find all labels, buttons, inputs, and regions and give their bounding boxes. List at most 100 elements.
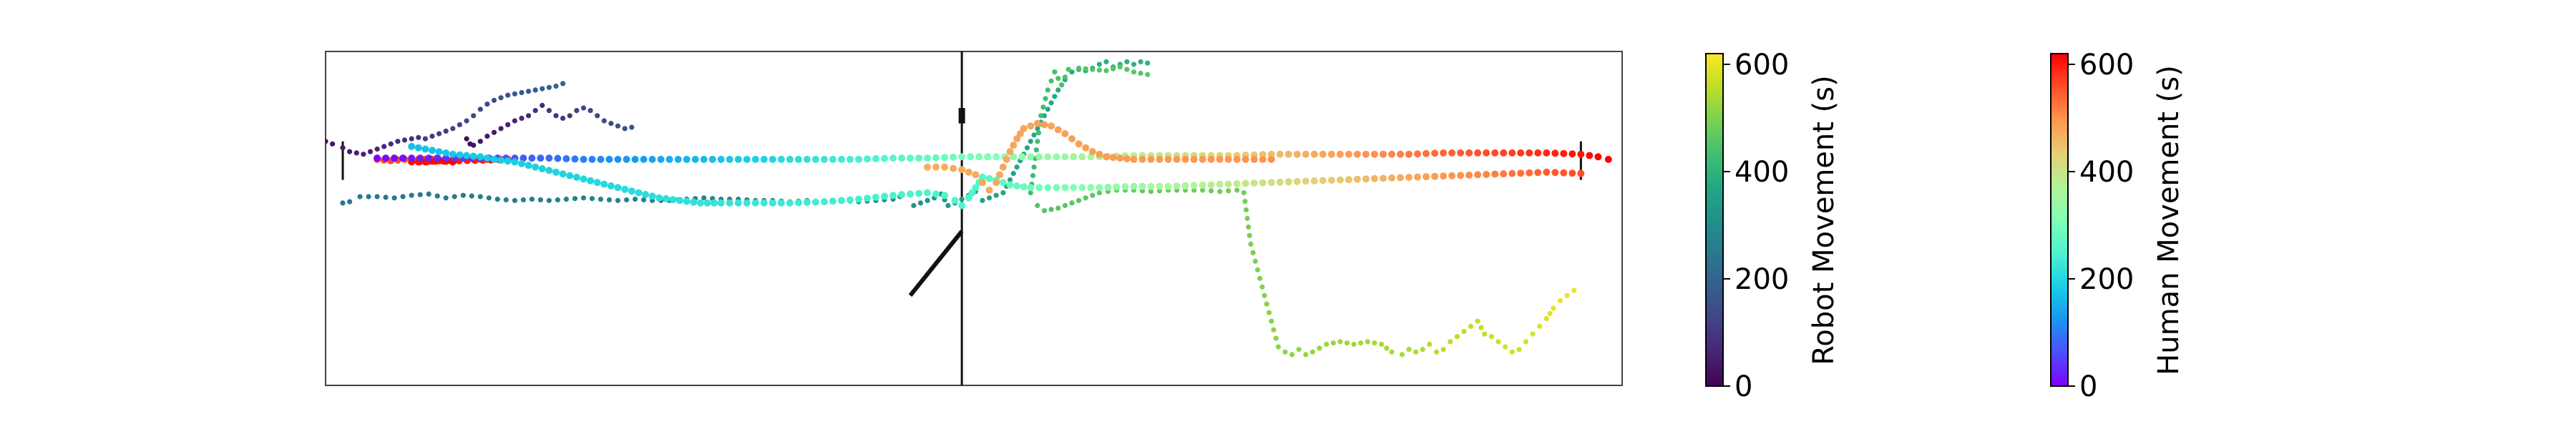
human-trajectory-point (958, 153, 966, 161)
robot-trajectory-point (587, 108, 593, 114)
robot-trajectory-point (1337, 339, 1343, 345)
robot-trajectory-point (1014, 164, 1020, 170)
robot-trajectory-point (1330, 340, 1336, 346)
robot-trajectory-point (391, 195, 397, 201)
human-trajectory-point (1147, 182, 1155, 190)
human-trajectory-point (1002, 155, 1010, 163)
robot-trajectory-point (498, 95, 504, 101)
human-trajectory-point (1423, 173, 1430, 181)
robot-trajectory-point (595, 113, 600, 119)
robot-trajectory-point (1226, 188, 1231, 194)
human-trajectory-point (777, 199, 785, 207)
human-trajectory-point (769, 155, 776, 163)
robot-trajectory-point (498, 126, 504, 132)
human-trajectory-point (881, 192, 888, 200)
human-trajectory-point (1138, 182, 1146, 190)
human-trajectory-point (985, 174, 993, 182)
robot-trajectory-point (1062, 202, 1068, 209)
human-trajectory-point (1284, 178, 1292, 186)
human-trajectory-point (777, 155, 785, 163)
human-trajectory-point (786, 199, 794, 207)
robot-trajectory-point (429, 133, 435, 139)
human-trajectory-point (532, 163, 540, 171)
human-trajectory-point (1526, 149, 1533, 157)
robot-trajectory-point (443, 128, 449, 134)
human-trajectory-point (1070, 153, 1078, 161)
plot-area (325, 51, 1623, 386)
robot-trajectory-point (1052, 69, 1058, 75)
human-trajectory-point (1388, 150, 1395, 158)
human-trajectory-point (1388, 174, 1395, 182)
robot-trajectory-point (347, 199, 353, 204)
human-trajectory-point (1345, 176, 1352, 184)
robot-trajectory-point (519, 115, 525, 121)
robot-trajectory-point (1351, 341, 1357, 347)
human-trajectory-point (469, 152, 477, 160)
robot-trajectory-point (580, 195, 587, 201)
human-trajectory-point (477, 153, 484, 161)
robot-trajectory-point (1478, 325, 1484, 330)
human-trajectory-point (1259, 179, 1267, 187)
robot-trajectory-point (529, 197, 535, 202)
robot-trajectory-point (443, 195, 449, 201)
robot-trajectory-point (477, 194, 483, 199)
robot-trajectory-point (464, 136, 469, 142)
human-trajectory-point (1130, 155, 1138, 163)
human-trajectory-point (1224, 180, 1232, 188)
human-trajectory-point (1147, 155, 1155, 163)
robot-trajectory-point (1427, 341, 1433, 347)
robot-trajectory-point (491, 129, 497, 135)
robot-trajectory-point (330, 141, 336, 147)
robot-trajectory-point (1234, 187, 1240, 193)
human-trajectory-point (794, 199, 802, 207)
human-trajectory-point (1500, 170, 1508, 178)
robot-trajectory-point (608, 121, 614, 127)
robot-trajectory-point (1271, 327, 1277, 332)
human-colorbar: 0 200 400 600 Human Movement (s) (2050, 49, 2185, 403)
robot-trajectory-point (1252, 258, 1258, 264)
robot-trajectory-point (1024, 145, 1030, 151)
colorbar-tick-label: 600 (1735, 49, 1789, 82)
robot-trajectory-point (1248, 241, 1254, 247)
human-trajectory-point (1534, 149, 1542, 157)
human-trajectory-point (1138, 155, 1146, 163)
robot-trajectory-point (1033, 147, 1039, 153)
robot-trajectory-point (1461, 329, 1467, 335)
robot-trajectory-point (641, 197, 647, 203)
human-trajectory-point (958, 202, 966, 209)
human-trajectory-point (435, 148, 443, 156)
robot-trajectory-point (486, 195, 492, 201)
human-trajectory-point (1027, 153, 1035, 161)
human-trajectory-point (726, 199, 733, 207)
human-trajectory-point (554, 154, 562, 162)
human-trajectory-point (1087, 184, 1095, 192)
robot-trajectory-point (519, 89, 525, 96)
robot-trajectory-point (1035, 139, 1040, 144)
human-trajectory-point (1276, 178, 1284, 186)
robot-trajectory-point (580, 105, 587, 111)
robot-trajectory-point (1243, 207, 1249, 213)
robot-trajectory-point (1096, 190, 1102, 196)
human-trajectory-point (519, 154, 527, 162)
robot-trajectory-point (1191, 187, 1197, 193)
robot-trajectory-point (1266, 310, 1272, 315)
robot-trajectory-point (520, 197, 527, 203)
human-trajectory-point (1190, 182, 1198, 189)
colorbar-tick-label: 0 (1735, 370, 1752, 403)
robot-trajectory-point (1448, 339, 1453, 345)
human-trajectory-point (1035, 153, 1043, 161)
robot-trajectory-point (1043, 96, 1048, 102)
human-colorbar-label: Human Movement (s) (2152, 65, 2185, 375)
robot-trajectory-point (1000, 190, 1006, 196)
human-trajectory-point (751, 155, 759, 163)
robot-trajectory-point (1296, 347, 1302, 352)
human-trajectory-point (941, 154, 949, 162)
human-trajectory-point (1103, 153, 1110, 161)
human-trajectory-point (1293, 150, 1301, 158)
human-trajectory-point (1010, 153, 1018, 161)
human-trajectory-point (597, 155, 605, 163)
robot-trajectory-point (1264, 301, 1269, 307)
robot-trajectory-point (361, 152, 366, 157)
robot-trajectory-point (1389, 349, 1395, 355)
human-trajectory-point (504, 157, 512, 165)
